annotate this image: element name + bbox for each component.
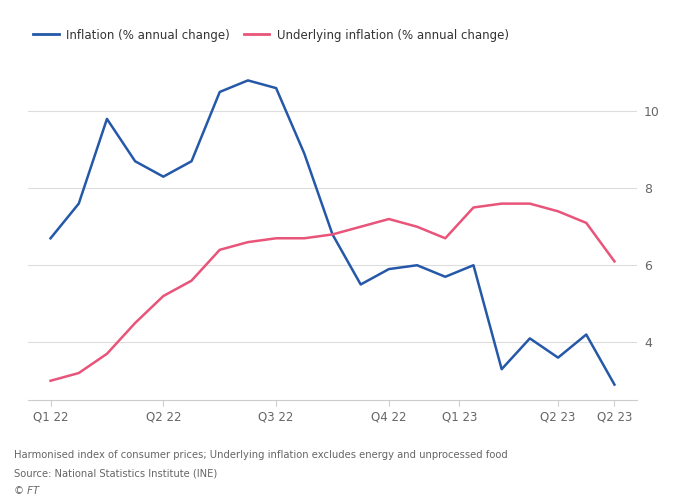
Text: Source: National Statistics Institute (INE): Source: National Statistics Institute (I… bbox=[14, 468, 217, 478]
Legend: Inflation (% annual change), Underlying inflation (% annual change): Inflation (% annual change), Underlying … bbox=[28, 24, 513, 46]
Text: Harmonised index of consumer prices; Underlying inflation excludes energy and un: Harmonised index of consumer prices; Und… bbox=[14, 450, 508, 460]
Text: © FT: © FT bbox=[14, 486, 39, 496]
